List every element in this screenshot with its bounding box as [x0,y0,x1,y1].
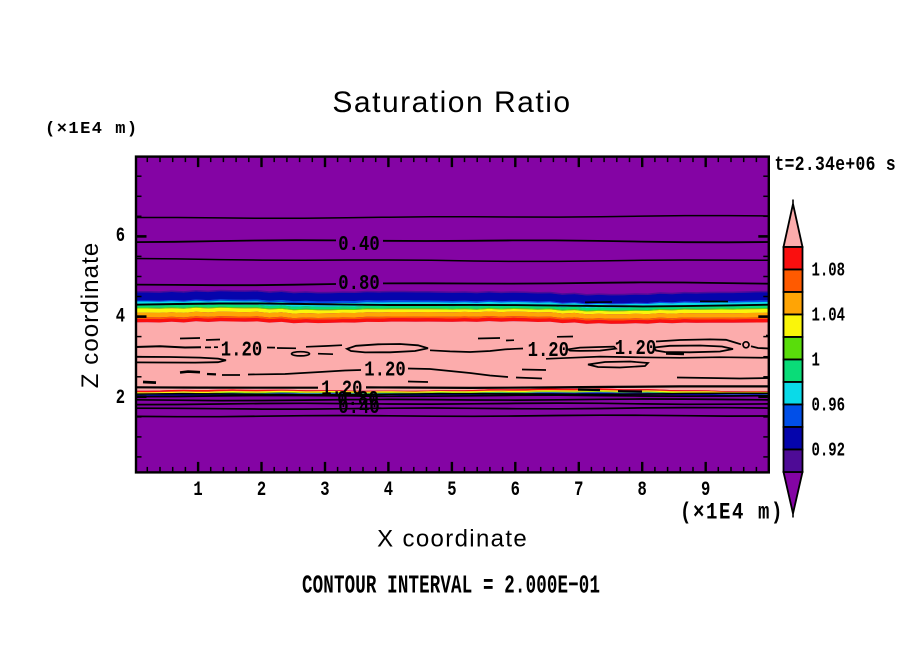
svg-text:0.92: 0.92 [812,441,846,463]
svg-text:5: 5 [447,479,456,502]
svg-text:0.40: 0.40 [338,233,379,257]
svg-text:1.20: 1.20 [615,337,656,361]
svg-text:1.08: 1.08 [812,261,846,283]
svg-text:(×1E4 m): (×1E4 m) [680,500,784,526]
svg-text:X coordinate: X coordinate [377,526,528,553]
svg-text:CONTOUR INTERVAL = 2.000E−01: CONTOUR INTERVAL = 2.000E−01 [302,570,600,601]
svg-text:1.04: 1.04 [812,306,846,328]
svg-text:2: 2 [116,387,125,410]
svg-text:1.20: 1.20 [364,358,405,382]
svg-text:(×1E4 m): (×1E4 m) [45,120,139,139]
svg-text:Z coordinate: Z coordinate [77,242,104,389]
svg-text:0.80: 0.80 [337,388,378,412]
svg-text:1: 1 [812,351,820,373]
svg-text:Saturation Ratio: Saturation Ratio [332,86,571,119]
svg-text:0.40: 0.40 [338,396,379,420]
svg-text:0.80: 0.80 [338,271,379,295]
svg-text:9: 9 [701,479,710,502]
svg-text:1: 1 [193,479,202,502]
svg-text:4: 4 [384,479,393,502]
svg-text:0.96: 0.96 [812,396,846,418]
svg-text:8: 8 [638,479,647,502]
svg-text:3: 3 [320,479,329,502]
svg-text:1.20: 1.20 [221,338,262,362]
svg-text:1.20: 1.20 [321,377,362,401]
svg-text:7: 7 [574,479,583,502]
svg-text:t=2.34e+06 s: t=2.34e+06 s [775,153,897,176]
svg-text:6: 6 [116,225,125,248]
svg-text:1.20: 1.20 [528,338,569,362]
svg-text:2: 2 [257,479,266,502]
svg-text:4: 4 [116,306,125,329]
svg-text:6: 6 [511,479,520,502]
